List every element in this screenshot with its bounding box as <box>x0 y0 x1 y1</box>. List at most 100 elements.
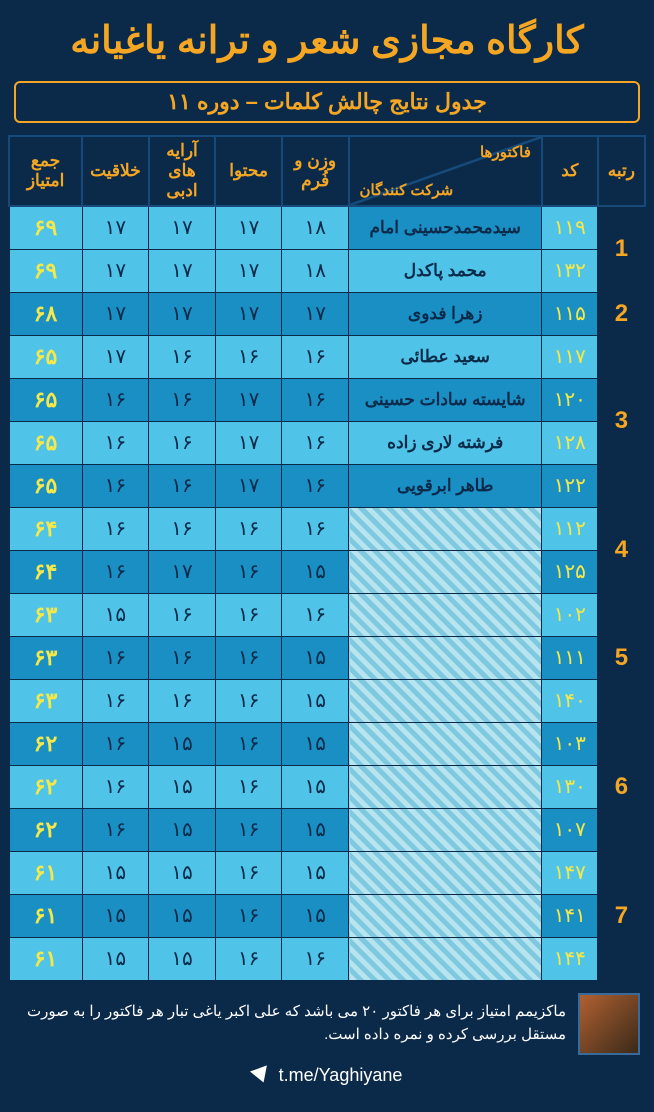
cell-code: ۱۴۴ <box>542 937 598 980</box>
cell-total: ۶۱ <box>9 851 82 894</box>
cell-total: ۶۲ <box>9 765 82 808</box>
cell-total: ۶۳ <box>9 679 82 722</box>
cell-score: ۱۶ <box>282 937 349 980</box>
cell-score: ۱۵ <box>282 894 349 937</box>
table-row: ۱۴۱۱۵۱۶۱۵۱۵۶۱ <box>9 894 645 937</box>
cell-rank: 3 <box>598 335 645 507</box>
cell-score: ۱۶ <box>282 507 349 550</box>
cell-code: ۱۱۷ <box>542 335 598 378</box>
cell-name: سعید عطائی <box>349 335 542 378</box>
cell-score: ۱۵ <box>149 722 216 765</box>
cell-score: ۱۶ <box>82 378 149 421</box>
cell-total: ۶۵ <box>9 421 82 464</box>
cell-total: ۶۵ <box>9 464 82 507</box>
table-row: ۱۲۰شایسته سادات حسینی۱۶۱۷۱۶۱۶۶۵ <box>9 378 645 421</box>
th-content: محتوا <box>215 136 282 206</box>
cell-code: ۱۱۱ <box>542 636 598 679</box>
cell-score: ۱۷ <box>215 378 282 421</box>
table-row: ۱۰۷۱۵۱۶۱۵۱۶۶۲ <box>9 808 645 851</box>
cell-score: ۱۵ <box>149 937 216 980</box>
cell-score: ۱۷ <box>82 335 149 378</box>
table-row: ۱۲۲طاهر ابرقویی۱۶۱۷۱۶۱۶۶۵ <box>9 464 645 507</box>
cell-code: ۱۳۰ <box>542 765 598 808</box>
cell-score: ۱۶ <box>82 808 149 851</box>
cell-score: ۱۶ <box>82 464 149 507</box>
cell-score: ۱۶ <box>215 894 282 937</box>
cell-score: ۱۶ <box>215 851 282 894</box>
cell-score: ۱۶ <box>149 464 216 507</box>
cell-name: سیدمحمدحسینی امام <box>349 206 542 249</box>
cell-score: ۱۷ <box>149 249 216 292</box>
th-literary: آرایه های ادبی <box>149 136 216 206</box>
cell-total: ۶۲ <box>9 722 82 765</box>
th-factors: فاکتورها شرکت کنندگان <box>349 136 542 206</box>
table-row: ۱۲۸فرشته لاری زاده۱۶۱۷۱۶۱۶۶۵ <box>9 421 645 464</box>
cell-rank: 2 <box>598 292 645 335</box>
cell-code: ۱۳۲ <box>542 249 598 292</box>
cell-score: ۱۵ <box>282 550 349 593</box>
cell-rank: 1 <box>598 206 645 292</box>
cell-code: ۱۱۵ <box>542 292 598 335</box>
cell-total: ۶۹ <box>9 206 82 249</box>
header: کارگاه مجازی شعر و ترانه یاغیانه <box>0 0 654 71</box>
cell-name-empty <box>349 851 542 894</box>
cell-score: ۱۵ <box>282 808 349 851</box>
cell-code: ۱۲۲ <box>542 464 598 507</box>
cell-score: ۱۶ <box>149 593 216 636</box>
telegram-link[interactable]: t.me/Yaghiyane <box>0 1065 654 1086</box>
table-row: ۱۴۰۱۵۱۶۱۶۱۶۶۳ <box>9 679 645 722</box>
table-row: 1۱۱۹سیدمحمدحسینی امام۱۸۱۷۱۷۱۷۶۹ <box>9 206 645 249</box>
cell-name-empty <box>349 808 542 851</box>
cell-score: ۱۷ <box>215 421 282 464</box>
table-body: 1۱۱۹سیدمحمدحسینی امام۱۸۱۷۱۷۱۷۶۹۱۳۲محمد پ… <box>9 206 645 980</box>
cell-score: ۱۵ <box>82 937 149 980</box>
cell-total: ۶۳ <box>9 636 82 679</box>
cell-score: ۱۶ <box>282 421 349 464</box>
table-row: ۱۲۵۱۵۱۶۱۷۱۶۶۴ <box>9 550 645 593</box>
cell-code: ۱۴۱ <box>542 894 598 937</box>
cell-score: ۱۶ <box>282 335 349 378</box>
cell-score: ۱۸ <box>282 249 349 292</box>
cell-score: ۱۷ <box>149 292 216 335</box>
cell-score: ۱۶ <box>82 679 149 722</box>
footer-text: ماکزیمم امتیاز برای هر فاکتور ۲۰ می باشد… <box>14 1001 566 1046</box>
cell-score: ۱۵ <box>282 722 349 765</box>
cell-name-empty <box>349 507 542 550</box>
subtitle: جدول نتایج چالش کلمات – دوره ۱۱ <box>22 89 632 115</box>
cell-code: ۱۴۰ <box>542 679 598 722</box>
cell-name: محمد پاکدل <box>349 249 542 292</box>
cell-score: ۱۵ <box>282 765 349 808</box>
cell-total: ۶۱ <box>9 937 82 980</box>
cell-name: فرشته لاری زاده <box>349 421 542 464</box>
avatar <box>578 993 640 1055</box>
cell-score: ۱۶ <box>149 636 216 679</box>
cell-score: ۱۶ <box>282 464 349 507</box>
cell-name: شایسته سادات حسینی <box>349 378 542 421</box>
cell-name-empty <box>349 765 542 808</box>
cell-score: ۱۸ <box>282 206 349 249</box>
cell-name-empty <box>349 894 542 937</box>
th-factors-bottom: شرکت کنندگان <box>360 181 454 199</box>
cell-total: ۶۵ <box>9 378 82 421</box>
cell-score: ۱۶ <box>215 593 282 636</box>
cell-score: ۱۷ <box>149 206 216 249</box>
cell-score: ۱۷ <box>282 292 349 335</box>
results-table: رتبه کد فاکتورها شرکت کنندگان وزن و فُرم… <box>8 135 646 981</box>
cell-score: ۱۵ <box>149 894 216 937</box>
cell-score: ۱۶ <box>215 722 282 765</box>
table-row: ۱۱۱۱۵۱۶۱۶۱۶۶۳ <box>9 636 645 679</box>
table-row: ۱۳۰۱۵۱۶۱۵۱۶۶۲ <box>9 765 645 808</box>
table-head: رتبه کد فاکتورها شرکت کنندگان وزن و فُرم… <box>9 136 645 206</box>
cell-score: ۱۶ <box>282 378 349 421</box>
cell-score: ۱۶ <box>282 593 349 636</box>
cell-score: ۱۵ <box>82 593 149 636</box>
th-rank: رتبه <box>598 136 645 206</box>
cell-total: ۶۴ <box>9 550 82 593</box>
cell-score: ۱۵ <box>149 765 216 808</box>
cell-score: ۱۶ <box>82 722 149 765</box>
table-row: ۱۴۴۱۶۱۶۱۵۱۵۶۱ <box>9 937 645 980</box>
table-row: 6۱۰۳۱۵۱۶۱۵۱۶۶۲ <box>9 722 645 765</box>
th-creativity: خلاقیت <box>82 136 149 206</box>
cell-code: ۱۲۵ <box>542 550 598 593</box>
cell-score: ۱۶ <box>149 421 216 464</box>
